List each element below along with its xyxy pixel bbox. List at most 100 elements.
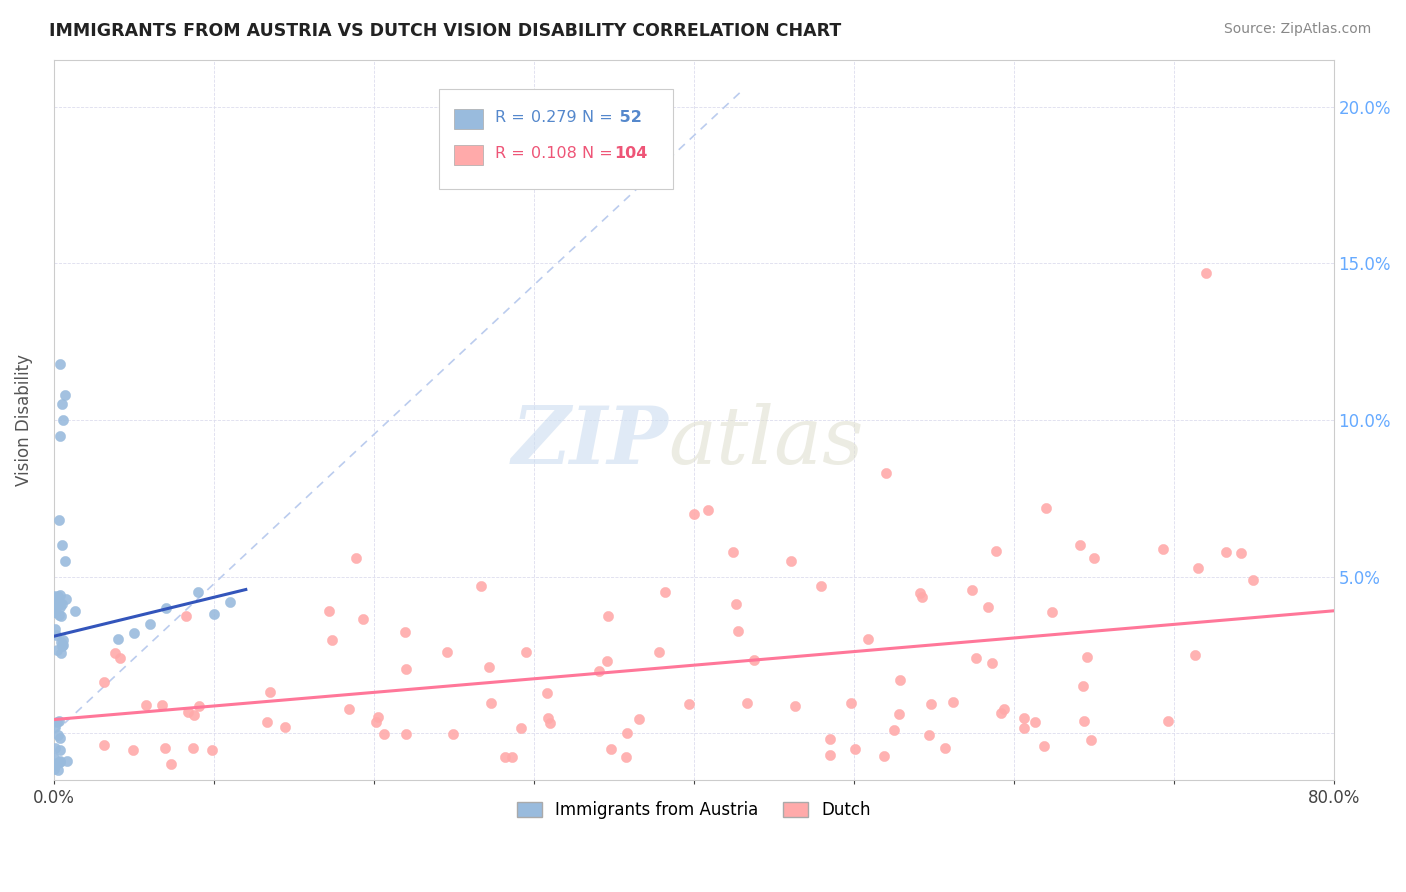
Point	[188, 699, 211, 714]
Point	[725, 597, 748, 611]
Point	[51, 597, 73, 611]
Point	[45, 598, 67, 612]
Point	[53, 554, 76, 568]
Point	[627, 712, 650, 726]
Point	[44, 762, 66, 776]
Point	[536, 686, 558, 700]
Point	[588, 664, 610, 678]
Text: N =: N =	[582, 110, 619, 125]
Point	[352, 612, 374, 626]
Point	[93, 675, 115, 690]
Point	[395, 727, 418, 741]
Point	[202, 607, 225, 622]
Point	[470, 579, 492, 593]
Point	[1195, 266, 1218, 280]
Text: R =: R =	[495, 146, 530, 161]
Point	[682, 507, 704, 521]
Point	[44, 750, 66, 764]
Point	[56, 754, 79, 768]
Point	[779, 554, 801, 568]
Point	[818, 731, 841, 746]
Point	[160, 756, 183, 771]
Point	[176, 705, 198, 719]
Point	[1012, 721, 1035, 735]
Point	[918, 728, 941, 742]
Text: 0.108: 0.108	[531, 146, 576, 161]
Point	[1080, 732, 1102, 747]
Point	[49, 635, 72, 649]
Point	[678, 697, 700, 711]
Point	[986, 544, 1008, 558]
Point	[599, 742, 621, 756]
Point	[337, 701, 360, 715]
Point	[318, 604, 340, 618]
Point	[934, 741, 956, 756]
Point	[1040, 605, 1063, 619]
Point	[981, 656, 1004, 670]
Text: R =: R =	[495, 110, 530, 125]
Point	[785, 699, 807, 714]
Point	[49, 597, 72, 611]
Point	[44, 720, 66, 734]
Point	[52, 413, 75, 427]
Point	[46, 763, 69, 777]
Point	[742, 653, 765, 667]
Point	[887, 706, 910, 721]
Point	[373, 727, 395, 741]
Point	[990, 706, 1012, 720]
Point	[259, 684, 281, 698]
Point	[478, 660, 501, 674]
Point	[104, 646, 127, 660]
Point	[49, 742, 72, 756]
Point	[256, 714, 278, 729]
Point	[908, 585, 931, 599]
Point	[1024, 714, 1046, 729]
Point	[46, 714, 69, 729]
Point	[1083, 550, 1105, 565]
Text: IMMIGRANTS FROM AUSTRIA VS DUTCH VISION DISABILITY CORRELATION CHART: IMMIGRANTS FROM AUSTRIA VS DUTCH VISION …	[49, 22, 841, 40]
Point	[321, 633, 343, 648]
Point	[48, 513, 70, 527]
Point	[889, 673, 911, 687]
Point	[55, 591, 77, 606]
Point	[1073, 714, 1095, 728]
Point	[44, 589, 66, 603]
Point	[44, 595, 66, 609]
Y-axis label: Vision Disability: Vision Disability	[15, 354, 32, 486]
Point	[155, 741, 177, 756]
Point	[509, 721, 531, 735]
Point	[1157, 714, 1180, 729]
Point	[44, 757, 66, 772]
Point	[942, 695, 965, 709]
Point	[48, 589, 70, 603]
Point	[883, 723, 905, 738]
Point	[910, 590, 932, 604]
Point	[201, 743, 224, 757]
Point	[920, 697, 942, 711]
Text: 0.279: 0.279	[531, 110, 576, 125]
Point	[873, 749, 896, 764]
Point	[727, 624, 749, 639]
Point	[1012, 711, 1035, 725]
Point	[479, 696, 502, 710]
Point	[139, 616, 162, 631]
Point	[121, 743, 143, 757]
Point	[1071, 679, 1094, 693]
Text: N =: N =	[582, 146, 619, 161]
Point	[993, 702, 1015, 716]
Text: 104: 104	[614, 146, 648, 161]
Point	[46, 642, 69, 657]
Point	[494, 749, 516, 764]
Text: Source: ZipAtlas.com: Source: ZipAtlas.com	[1223, 22, 1371, 37]
Point	[49, 357, 72, 371]
Point	[218, 595, 240, 609]
Point	[1184, 648, 1206, 663]
Point	[150, 698, 173, 712]
Text: ZIP: ZIP	[512, 403, 668, 480]
Point	[181, 741, 204, 756]
Point	[654, 585, 676, 599]
Point	[697, 503, 720, 517]
Point	[183, 707, 205, 722]
Point	[616, 726, 638, 740]
Point	[93, 738, 115, 752]
